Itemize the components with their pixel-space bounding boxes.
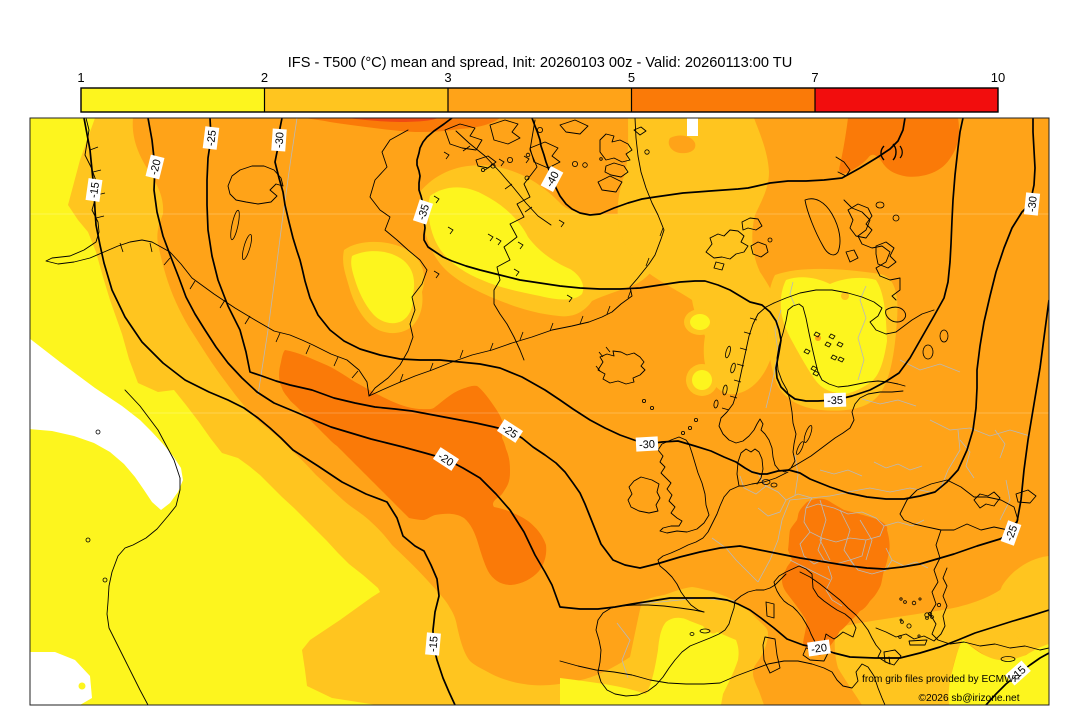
svg-text:-25: -25 [205, 129, 219, 146]
svg-text:7: 7 [811, 70, 818, 85]
svg-text:-15: -15 [88, 181, 102, 198]
svg-text:-35: -35 [827, 395, 843, 408]
svg-text:IFS - T500 (°C) mean and sprea: IFS - T500 (°C) mean and spread, Init: 2… [288, 55, 793, 71]
svg-text:2: 2 [261, 70, 268, 85]
svg-text:-20: -20 [810, 642, 827, 656]
svg-text:-20: -20 [148, 158, 163, 176]
svg-text:-25: -25 [1004, 524, 1021, 543]
svg-text:1: 1 [77, 70, 84, 85]
svg-text:©2026 sb@irizone.net: ©2026 sb@irizone.net [918, 693, 1019, 704]
svg-text:-30: -30 [1026, 196, 1040, 213]
svg-text:5: 5 [628, 70, 635, 85]
svg-text:-30: -30 [273, 132, 286, 149]
svg-text:from grib files provided by EC: from grib files provided by ECMWF [862, 674, 1020, 685]
svg-text:-30: -30 [639, 439, 656, 452]
svg-text:10: 10 [991, 70, 1005, 85]
svg-text:-15: -15 [427, 636, 440, 653]
svg-text:-35: -35 [416, 203, 432, 222]
svg-text:3: 3 [444, 70, 451, 85]
